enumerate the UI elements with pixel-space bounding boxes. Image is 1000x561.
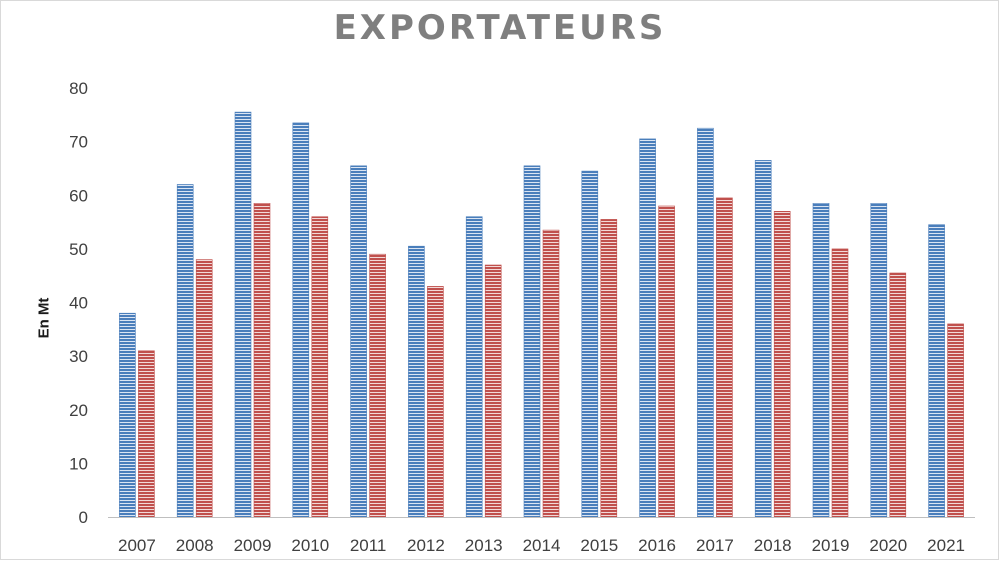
bar-series1-2015	[581, 170, 599, 518]
x-tick-label: 2017	[696, 536, 734, 555]
bar-series1-2018	[754, 160, 772, 518]
x-tick-label: 2019	[812, 536, 850, 555]
bar-series2-2012	[427, 286, 444, 518]
x-tick-label: 2016	[638, 536, 676, 555]
bar-series1-2012	[408, 245, 425, 518]
bar-series1-2014	[523, 165, 541, 518]
bar-series1-2007	[119, 312, 136, 518]
y-tick-label: 70	[69, 133, 88, 152]
x-tick-label: 2007	[118, 536, 156, 555]
bar-series2-2015	[600, 219, 618, 518]
x-tick-label: 2008	[176, 536, 214, 555]
x-tick-label: 2012	[407, 536, 445, 555]
bar-series2-2014	[542, 229, 560, 518]
bar-series1-2020	[870, 203, 888, 518]
bar-series1-2016	[639, 138, 656, 518]
x-tick-label: 2013	[465, 536, 503, 555]
x-tick-label: 2021	[927, 536, 965, 555]
x-tick-label: 2018	[754, 536, 792, 555]
y-tick-label: 60	[69, 186, 88, 205]
bar-series1-2013	[465, 216, 483, 518]
x-tick-label: 2020	[869, 536, 907, 555]
bar-series1-2010	[292, 122, 310, 518]
y-tick-label: 80	[69, 79, 88, 98]
chart-title: EXPORTATEURS	[333, 8, 667, 48]
bar-series2-2018	[773, 211, 791, 518]
x-tick-label: 2014	[523, 536, 561, 555]
bar-series1-2009	[234, 111, 252, 518]
x-tick-label: 2011	[350, 536, 387, 555]
x-tick-label: 2015	[580, 536, 618, 555]
bar-series1-2019	[812, 203, 830, 518]
x-tick-label: 2009	[234, 536, 272, 555]
bar-series2-2008	[195, 259, 213, 518]
bar-series1-2011	[350, 165, 367, 518]
y-tick-label: 30	[69, 347, 88, 366]
bars-group	[119, 111, 964, 518]
bar-series1-2008	[176, 184, 194, 518]
bar-series2-2019	[831, 248, 849, 518]
bar-series1-2021	[928, 224, 945, 518]
y-tick-label: 40	[69, 294, 88, 313]
bar-series2-2016	[658, 205, 675, 518]
bar-series1-2017	[697, 127, 714, 518]
x-ticks-group: 2007 2008 2009 2010 2011 2012 2013 2014 2015 2016…	[118, 536, 965, 555]
y-ticks-group: 0 10 20 30 40 50 60 70 80	[69, 79, 88, 527]
y-tick-label: 10	[69, 454, 88, 473]
bar-series2-2010	[311, 216, 329, 518]
bar-series2-2020	[889, 272, 907, 518]
bar-series2-2017	[716, 197, 733, 518]
bar-series2-2021	[947, 323, 964, 518]
bar-series2-2011	[369, 253, 386, 518]
y-tick-label: 0	[79, 508, 88, 527]
bar-series2-2009	[253, 203, 271, 518]
x-tick-label: 2010	[291, 536, 329, 555]
y-tick-label: 50	[69, 240, 88, 259]
bar-series2-2007	[138, 350, 155, 518]
y-tick-label: 20	[69, 401, 88, 420]
bar-series2-2013	[484, 264, 502, 518]
